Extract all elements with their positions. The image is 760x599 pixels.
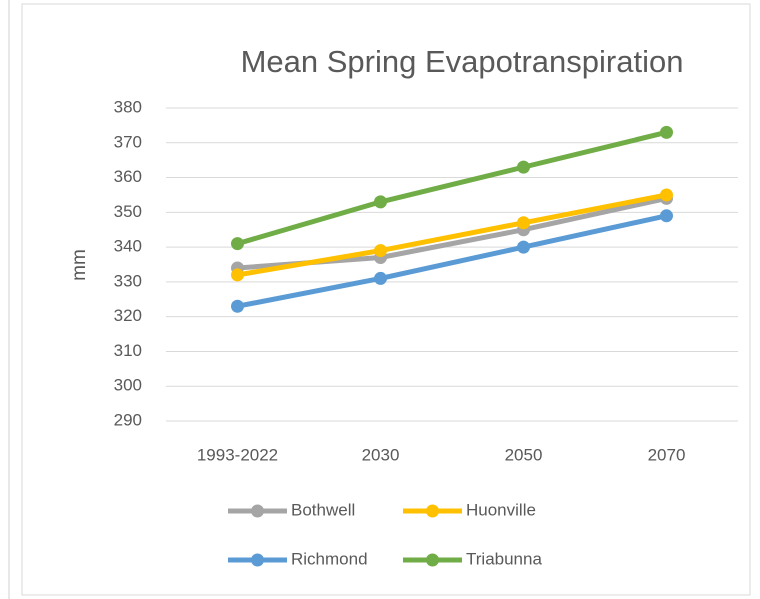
- y-axis-label: mm: [69, 249, 90, 281]
- y-tick-label: 340: [114, 237, 142, 256]
- legend-label: Bothwell: [291, 500, 355, 519]
- legend-marker: [251, 504, 264, 518]
- legend-marker: [426, 504, 439, 518]
- data-point: [660, 188, 673, 202]
- series-line: [235, 192, 669, 278]
- y-tick-label: 360: [114, 167, 142, 186]
- y-tick-label: 320: [114, 306, 142, 325]
- y-tick-label: 300: [114, 376, 142, 395]
- y-tick-label: 310: [114, 341, 142, 360]
- chart-frame: [21, 3, 751, 596]
- legend-label: Huonville: [466, 500, 536, 519]
- legend-label: Richmond: [291, 549, 368, 568]
- series-line: [235, 213, 669, 309]
- x-tick-label: 2030: [362, 445, 400, 464]
- data-point: [231, 299, 244, 313]
- x-tick-label: 2050: [505, 445, 543, 464]
- data-point: [374, 195, 387, 209]
- y-tick-label: 330: [114, 271, 142, 290]
- y-tick-label: 380: [114, 97, 142, 116]
- data-point: [660, 125, 673, 139]
- series-line: [235, 129, 669, 247]
- y-tick-label: 370: [114, 132, 142, 151]
- data-point: [374, 244, 387, 258]
- y-tick-label: 350: [114, 202, 142, 221]
- data-point: [231, 268, 244, 282]
- y-tick-label: 290: [114, 410, 142, 429]
- legend-label: Triabunna: [466, 549, 542, 568]
- legend-marker: [426, 553, 439, 567]
- data-point: [517, 240, 530, 254]
- chart-title: Mean Spring Evapotranspiration: [241, 44, 684, 79]
- data-point: [231, 237, 244, 251]
- data-point: [517, 160, 530, 174]
- legend-marker: [251, 553, 264, 567]
- data-point: [374, 271, 387, 285]
- data-point: [517, 216, 530, 230]
- x-tick-label: 2070: [648, 445, 686, 464]
- x-tick-label: 1993-2022: [197, 445, 278, 464]
- data-point: [660, 209, 673, 223]
